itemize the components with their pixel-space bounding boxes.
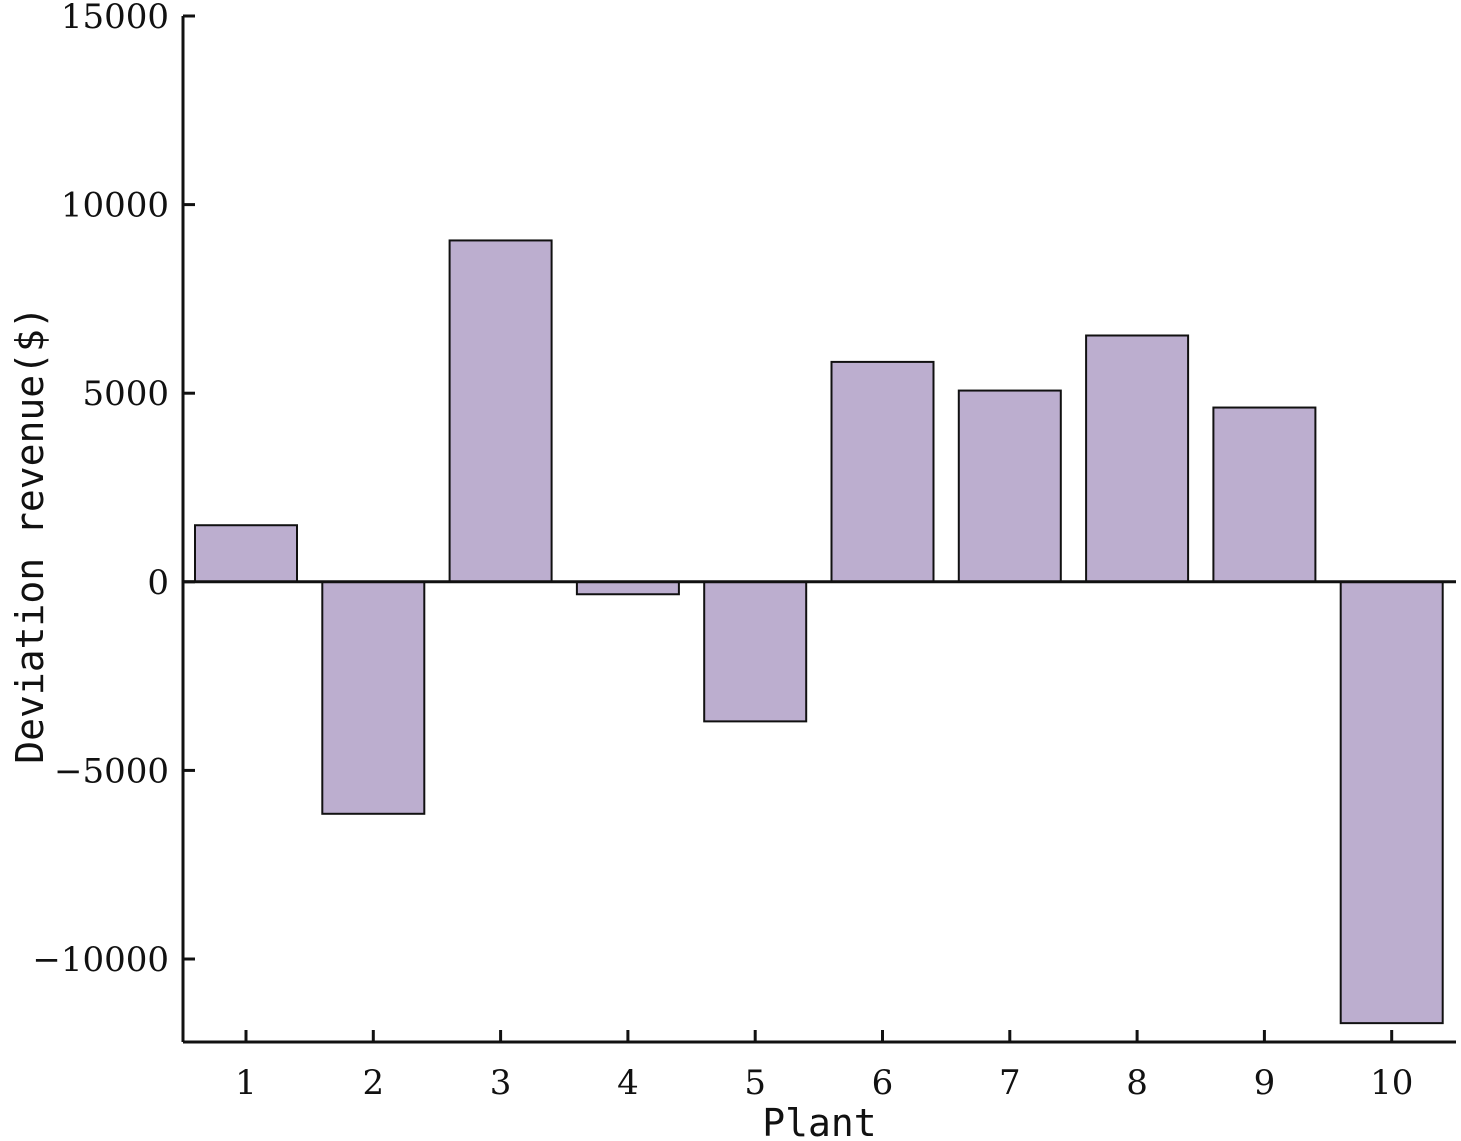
x-tick-label: 1 — [235, 1063, 257, 1103]
y-tick-label: −5000 — [54, 751, 169, 791]
bar-plant-9 — [1212, 406, 1317, 583]
bar-plant-4 — [575, 580, 680, 596]
x-tick-label: 4 — [617, 1063, 639, 1103]
y-tick-label: −10000 — [32, 940, 169, 980]
bar-plant-6 — [830, 360, 935, 583]
x-tick-label: 7 — [999, 1063, 1021, 1103]
x-axis-ticks: 1 2 3 4 5 6 7 8 9 10 — [235, 1030, 1413, 1103]
x-tick-label: 6 — [872, 1063, 894, 1103]
y-tick-label: 0 — [147, 563, 169, 603]
bar-plant-2 — [321, 580, 426, 815]
x-tick-label: 8 — [1126, 1063, 1148, 1103]
y-tick-label: 5000 — [82, 374, 169, 414]
bar-plant-1 — [194, 524, 298, 583]
bars-layer — [194, 239, 1444, 1025]
x-tick-label: 2 — [362, 1063, 384, 1103]
x-axis-title: Plant — [762, 1101, 876, 1141]
y-tick-label: 15000 — [61, 0, 169, 37]
y-axis-title: Deviation revenue($) — [8, 306, 52, 764]
bar-plant-10 — [1339, 580, 1444, 1025]
bar-plant-5 — [703, 580, 808, 723]
x-tick-label: 5 — [744, 1063, 766, 1103]
y-axis-ticks: 15000 10000 5000 0 −5000 −10000 — [32, 0, 195, 980]
x-tick-label: 10 — [1370, 1063, 1413, 1103]
bar-plant-3 — [448, 239, 553, 583]
y-tick-label: 10000 — [61, 186, 169, 226]
x-tick-label: 3 — [490, 1063, 512, 1103]
bar-plant-7 — [957, 389, 1062, 583]
x-tick-label: 9 — [1254, 1063, 1276, 1103]
bar-plant-8 — [1085, 334, 1190, 583]
